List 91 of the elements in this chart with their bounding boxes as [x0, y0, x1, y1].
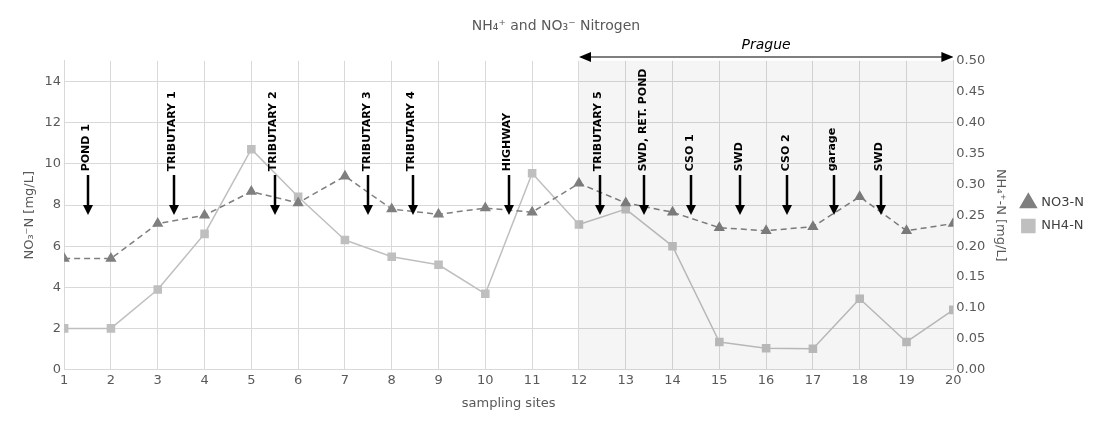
y-tick-label: 12 [44, 113, 62, 129]
y-tick-label: 14 [44, 72, 62, 88]
ref-line-label: SWD, RET. POND [635, 68, 649, 172]
y2-axis-title: NH₄⁺-N [mg/L] [993, 168, 1009, 262]
x-tick-label: 5 [247, 371, 256, 387]
point [761, 225, 772, 234]
ref-line-label: SWD [731, 142, 745, 172]
point [152, 217, 163, 227]
point [105, 252, 117, 262]
y2-tick-label: 0.45 [956, 83, 986, 99]
x-tick-label: 19 [898, 371, 915, 387]
point [246, 185, 257, 195]
y2-tick-label: 0.40 [956, 113, 986, 129]
ref-line-label: TRIBUTARY 5 [591, 91, 605, 172]
y-tick-label: 2 [52, 319, 62, 335]
legend-label: NH4-N [1041, 217, 1084, 233]
x-tick-label: 9 [434, 371, 443, 387]
ref-line-label: TRIBUTARY 4 [404, 91, 418, 172]
y2-tick-label: 0.35 [956, 144, 986, 160]
x-tick-label: 6 [293, 371, 303, 387]
point [854, 191, 865, 201]
ref-line-label: SWD [872, 142, 886, 172]
point [573, 177, 584, 187]
y-tick-label: 4 [52, 278, 62, 294]
point [807, 220, 818, 230]
point [386, 203, 397, 213]
point [714, 221, 725, 231]
x-tick-label: 12 [570, 371, 588, 387]
ref-line-label: CSO 2 [778, 134, 792, 172]
point [339, 170, 351, 180]
point [901, 225, 912, 234]
point [620, 197, 631, 207]
ref-line-label: TRIBUTARY 3 [359, 91, 373, 172]
point [434, 260, 443, 270]
point [527, 206, 538, 216]
point [293, 197, 304, 207]
y-axis-title: NO₃⁻N [mg/L] [21, 171, 37, 260]
band-label: Prague [741, 36, 791, 53]
x-tick-label: 10 [477, 371, 494, 387]
x-tick-label: 4 [200, 371, 209, 387]
y-tick-label: 8 [52, 196, 62, 212]
x-tick-label: 17 [804, 371, 822, 387]
point [902, 337, 911, 347]
x-tick-label: 1 [60, 371, 69, 387]
x-axis-title: sampling sites [461, 394, 556, 410]
ref-line-label: TRIBUTARY 2 [266, 91, 280, 172]
point [527, 168, 537, 178]
y-tick-label: 0 [52, 361, 62, 377]
point [387, 252, 397, 261]
x-tick-label: 18 [851, 371, 868, 387]
y2-tick-label: 0.10 [956, 299, 986, 315]
x-tick-label: 8 [387, 371, 396, 387]
chart-title: NH₄⁺ and NO₃⁻ Nitrogen [471, 17, 641, 34]
x-tick-label: 7 [340, 371, 350, 387]
point [855, 294, 864, 304]
y-tick-label: 6 [52, 237, 62, 253]
x-tick-label: 13 [617, 371, 634, 387]
y2-tick-label: 0.50 [956, 52, 986, 68]
point [668, 241, 677, 251]
point [247, 144, 256, 154]
x-tick-label: 15 [711, 371, 728, 387]
point [153, 285, 163, 294]
ref-line-label: TRIBUTARY 1 [165, 91, 179, 172]
y2-tick-label: 0.20 [956, 237, 986, 253]
y2-tick-label: 0.05 [956, 330, 986, 346]
x-tick-label: 16 [757, 371, 775, 387]
x-tick-label: 14 [664, 371, 681, 387]
point [199, 209, 210, 219]
ref-line-label: garage [825, 127, 839, 172]
x-tick-label: 3 [153, 371, 162, 387]
y2-tick-label: 0.30 [956, 175, 986, 191]
y-tick-label: 10 [44, 155, 62, 171]
point [340, 235, 350, 245]
point [480, 202, 491, 212]
point [761, 343, 771, 353]
ref-line-label: CSO 1 [682, 134, 696, 172]
x-tick-label: 11 [523, 371, 541, 387]
point [574, 220, 584, 229]
point [715, 337, 724, 347]
point [667, 206, 678, 216]
legend-label: NO3-N [1041, 194, 1085, 210]
point [808, 344, 818, 354]
point [433, 208, 444, 218]
point [106, 324, 116, 333]
y2-tick-label: 0.15 [956, 268, 986, 284]
ref-line-label: HIGHWAY [500, 111, 514, 172]
point [200, 229, 209, 239]
ref-line-label: POND 1 [78, 124, 92, 172]
x-tick-label: 2 [106, 371, 116, 387]
y2-tick-label: 0.25 [956, 206, 986, 222]
point [481, 289, 490, 299]
